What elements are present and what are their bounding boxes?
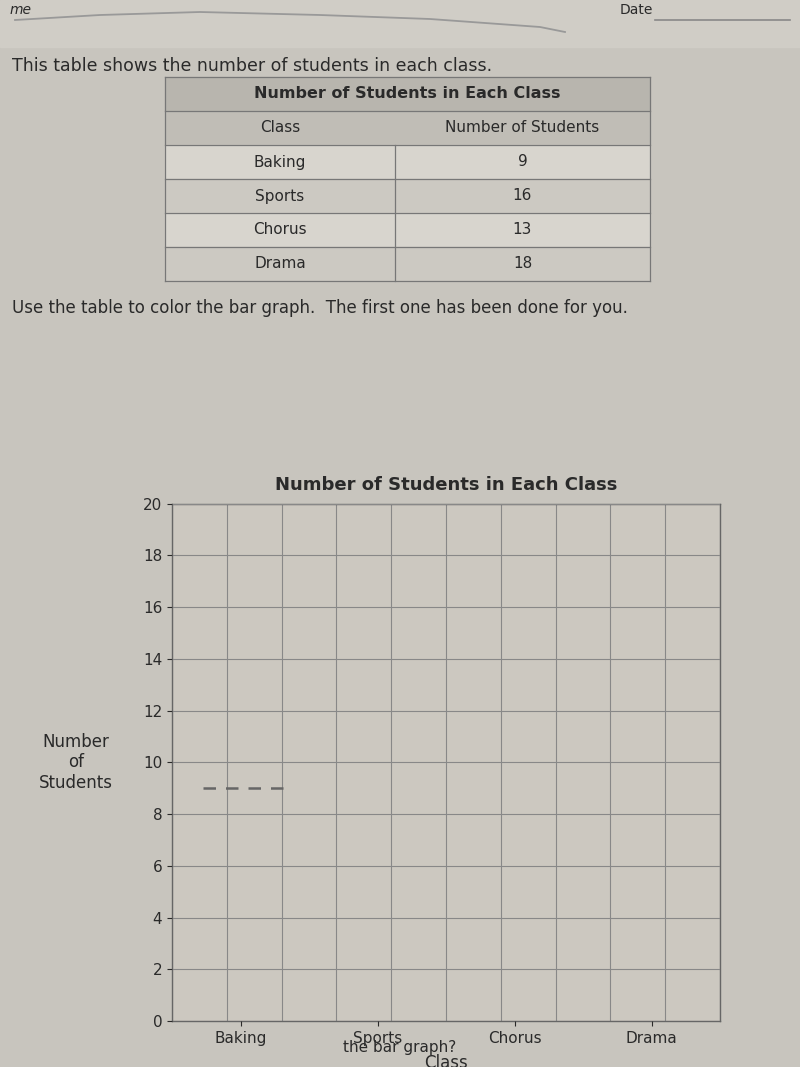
Bar [165,77,650,111]
Text: Number of Students in Each Class: Number of Students in Each Class [254,86,561,101]
X-axis label: Class: Class [424,1054,468,1067]
Text: Drama: Drama [254,256,306,271]
Text: Number of Students: Number of Students [446,121,600,136]
Text: 13: 13 [513,223,532,238]
Bar [165,213,650,246]
Text: This table shows the number of students in each class.: This table shows the number of students … [12,57,492,75]
Text: 16: 16 [513,189,532,204]
Text: Number
of
Students: Number of Students [39,733,113,792]
Text: Use the table to color the bar graph.  The first one has been done for you.: Use the table to color the bar graph. Th… [12,299,628,317]
Text: the bar graph?: the bar graph? [343,1040,457,1055]
Text: me: me [10,3,32,17]
Bar [165,77,650,281]
Bar [0,0,800,47]
Text: Chorus: Chorus [253,223,307,238]
Title: Number of Students in Each Class: Number of Students in Each Class [275,476,617,494]
Bar [165,111,650,145]
Bar [165,179,650,213]
Bar [165,145,650,179]
Text: Baking: Baking [254,155,306,170]
Bar [165,246,650,281]
Text: Class: Class [260,121,300,136]
Text: Sports: Sports [255,189,305,204]
Text: 9: 9 [518,155,527,170]
Text: Date: Date [620,3,654,17]
Text: 18: 18 [513,256,532,271]
